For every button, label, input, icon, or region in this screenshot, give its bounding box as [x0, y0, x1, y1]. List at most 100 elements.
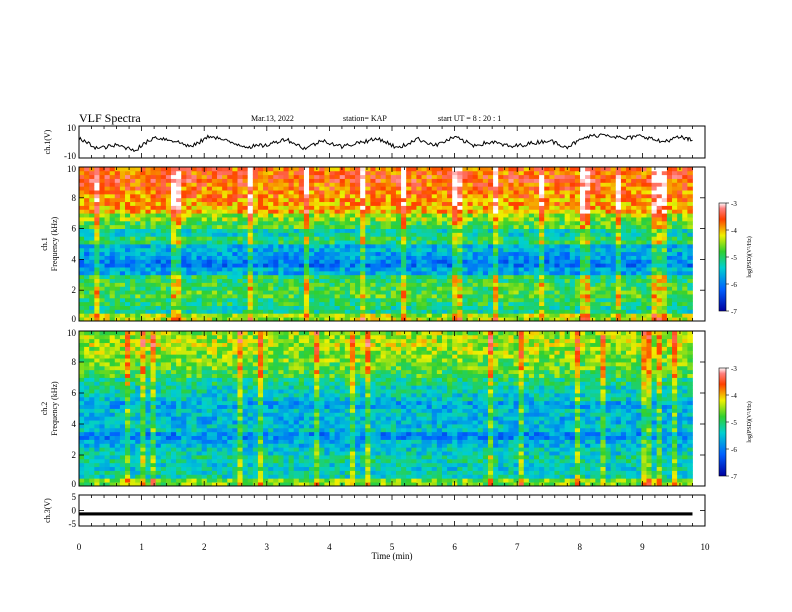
spectrogram-cell: [119, 297, 126, 303]
spectrogram-cell: [339, 240, 346, 245]
spectrogram-cell: [334, 255, 341, 260]
spectrogram-cell: [339, 182, 346, 187]
spectrogram-cell: [79, 167, 85, 172]
spectrogram-cell: [436, 186, 443, 191]
spectrogram-cell: [590, 167, 596, 172]
spectrogram-cell: [493, 278, 499, 283]
spectrogram-cell: [119, 213, 126, 218]
spectrogram-cell: [329, 278, 336, 283]
spectrogram-cell: [656, 251, 663, 256]
spectrogram-cell: [559, 201, 566, 206]
spectrogram-cell: [160, 224, 167, 229]
spectrogram-cell: [140, 278, 146, 283]
spectrogram-cell: [349, 178, 356, 183]
spectrogram-cell: [672, 309, 678, 314]
spectrogram-cell: [508, 317, 514, 322]
spectrogram-cell: [487, 251, 494, 256]
spectrogram-cell: [472, 270, 479, 276]
spectrogram-cell: [109, 209, 116, 214]
spectrogram-cell: [503, 217, 509, 222]
spectrogram-cell: [150, 274, 157, 280]
spectrogram-cell: [370, 270, 376, 276]
spectrogram-cell: [89, 381, 95, 386]
spectrogram-cell: [672, 174, 678, 179]
spectrogram-cell: [227, 305, 233, 310]
spectrogram-cell: [447, 217, 453, 222]
spectrogram-cell: [539, 228, 545, 233]
spectrogram-cell: [324, 197, 330, 203]
spectrogram-cell: [247, 301, 254, 306]
spectrogram-cell: [375, 294, 382, 299]
spectrogram-cell: [334, 174, 341, 179]
spectrogram-cell: [99, 466, 105, 471]
spectrogram-cell: [493, 317, 499, 322]
spectrogram-cell: [370, 259, 376, 264]
spectrogram-cell: [472, 190, 479, 195]
spectrogram-cell: [94, 167, 100, 172]
spectrogram-cell: [365, 244, 371, 249]
spectrogram-cell: [431, 263, 438, 268]
spectrogram-cell: [508, 182, 514, 187]
spectrogram-cell: [227, 220, 233, 226]
spectrogram-cell: [273, 209, 279, 214]
spectrogram-cell: [273, 170, 279, 176]
spectrogram-cell: [605, 182, 612, 187]
spectrogram-cell: [487, 282, 494, 287]
spectrogram-cell: [687, 305, 693, 310]
spectrogram-cell: [349, 313, 356, 318]
spectrogram-cell: [472, 213, 479, 218]
spectrogram-cell: [263, 301, 269, 306]
spectrogram-cell: [217, 193, 223, 199]
spectrogram-cell: [140, 201, 146, 206]
spectrogram-cell: [467, 267, 474, 272]
spectrogram-cell: [595, 278, 601, 283]
spectrogram-cell: [447, 274, 453, 280]
spectrogram-cell: [631, 309, 637, 314]
spectrogram-cell: [130, 301, 136, 306]
spectrogram-cell: [626, 294, 632, 299]
spectrogram-cell: [620, 278, 627, 283]
spectrogram-cell: [186, 232, 192, 237]
spectrogram-cell: [528, 236, 535, 241]
spectrogram-cell: [84, 244, 90, 249]
spectrogram-cell: [513, 193, 520, 199]
spectrogram-cell: [528, 255, 535, 260]
spectrogram-cell: [130, 255, 136, 260]
spectrogram-cell: [314, 274, 320, 280]
spectrogram-cell: [467, 236, 474, 241]
spectrogram-cell: [447, 174, 453, 179]
spectrogram-cell: [554, 217, 560, 222]
spectrogram-cell: [145, 247, 151, 253]
spectrogram-cell: [263, 174, 269, 179]
spectrogram-cell: [360, 309, 366, 314]
spectrogram-cell: [84, 342, 90, 347]
spectrogram-cell: [554, 178, 560, 183]
spectrogram-cell: [666, 278, 673, 283]
spectrogram-cell: [370, 255, 376, 260]
spectrogram-cell: [176, 305, 182, 310]
spectrogram-cell: [298, 236, 305, 241]
spectrogram-cell: [595, 247, 601, 253]
spectrogram-cell: [298, 201, 305, 206]
spectrogram-cell: [452, 290, 458, 295]
spectrogram-cell: [109, 201, 116, 206]
spectrogram-cell: [615, 267, 622, 272]
spectrogram-cell: [278, 213, 284, 218]
spectrogram-cell: [620, 305, 627, 310]
spectrogram-cell: [135, 282, 141, 287]
spectrogram-cell: [672, 259, 678, 264]
spectrogram-cell: [79, 365, 85, 371]
spectrogram-cell: [227, 255, 233, 260]
spectrogram-cell: [518, 259, 525, 264]
spectrogram-cell: [196, 305, 203, 310]
spectrogram-cell: [252, 213, 259, 218]
spectrogram-cell: [416, 232, 422, 237]
spectrogram-cell: [595, 236, 601, 241]
spectrogram-cell: [462, 305, 468, 310]
spectrogram-cell: [191, 274, 197, 280]
spectrogram-cell: [605, 301, 612, 306]
spectrogram-cell: [477, 224, 484, 229]
spectrogram-cell: [365, 197, 371, 203]
spectrogram-cell: [222, 228, 228, 233]
spectrogram-cell: [211, 228, 218, 233]
